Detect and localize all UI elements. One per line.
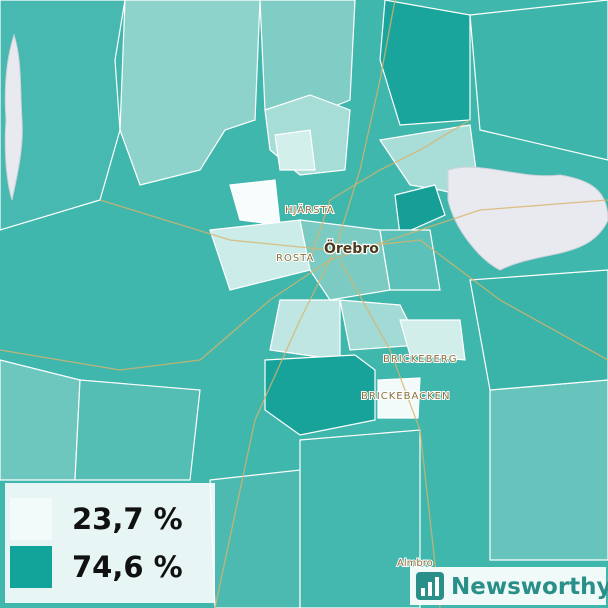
place-label: BRICKEBERG bbox=[383, 354, 458, 365]
legend-swatch bbox=[10, 498, 52, 540]
place-labels: HJÄRSTA ROSTA Örebro BRICKEBERG BRICKEBA… bbox=[275, 202, 458, 570]
logo: Newsworthy bbox=[410, 567, 608, 605]
place-label: HJÄRSTA bbox=[285, 203, 335, 216]
legend: 23,7 % 74,6 % bbox=[5, 483, 215, 603]
place-label: Almbro bbox=[397, 558, 433, 569]
legend-label: 23,7 % bbox=[72, 502, 183, 536]
legend-label: 74,6 % bbox=[72, 550, 183, 584]
place-label: ROSTA bbox=[276, 253, 314, 264]
place-label: Örebro bbox=[324, 239, 379, 257]
legend-swatch bbox=[10, 546, 52, 588]
place-label: BRICKEBACKEN bbox=[361, 391, 450, 402]
logo-text: Newsworthy bbox=[451, 574, 608, 600]
